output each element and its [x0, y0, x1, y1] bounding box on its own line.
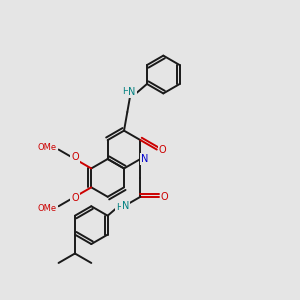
Text: OMe: OMe [38, 204, 57, 213]
Text: N: N [141, 154, 148, 164]
Text: O: O [161, 192, 169, 202]
Text: O: O [71, 193, 79, 203]
Text: N: N [128, 87, 136, 97]
Text: O: O [158, 145, 166, 154]
Text: H: H [122, 87, 129, 96]
Text: H: H [116, 203, 123, 212]
Text: OMe: OMe [38, 143, 57, 152]
Text: O: O [71, 152, 79, 163]
Text: N: N [122, 201, 129, 211]
